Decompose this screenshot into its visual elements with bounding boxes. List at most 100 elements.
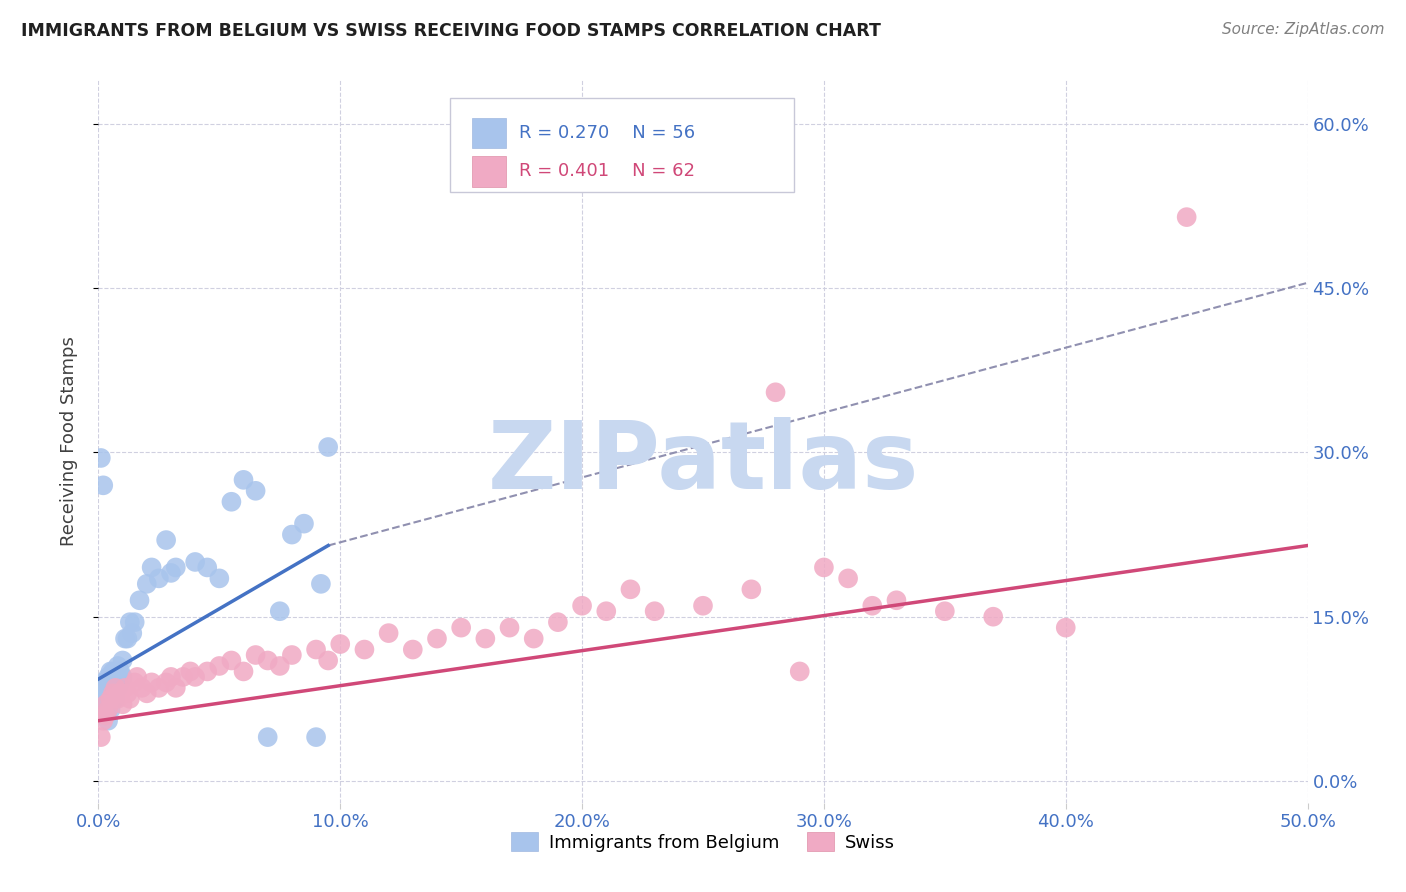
Point (305, 730, 328, 744)
Point (107, 670, 129, 684)
Point (547, 615, 569, 630)
Point (91, 478, 114, 492)
Point (179, 665, 201, 679)
Point (155, 533, 177, 547)
Point (90, 730, 112, 744)
Text: R = 0.401    N = 62: R = 0.401 N = 62 (519, 162, 695, 180)
Point (104, 681, 127, 695)
Point (100, 691, 122, 706)
Point (94, 703, 117, 717)
Point (118, 691, 141, 706)
Point (97, 714, 120, 728)
Point (450, 621, 472, 635)
Point (97, 681, 120, 695)
Point (269, 604, 291, 618)
Point (118, 615, 141, 630)
Point (131, 681, 153, 695)
Point (837, 571, 859, 585)
Point (155, 675, 177, 690)
Point (111, 653, 134, 667)
Point (121, 626, 143, 640)
Text: Source: ZipAtlas.com: Source: ZipAtlas.com (1222, 22, 1385, 37)
Point (305, 642, 328, 657)
Point (860, 599, 883, 613)
Text: ZIPatlas: ZIPatlas (488, 417, 918, 509)
Point (94, 675, 117, 690)
Point (107, 681, 129, 695)
Point (141, 560, 163, 574)
Point (208, 659, 231, 673)
Point (256, 653, 278, 667)
Point (329, 637, 352, 651)
Point (124, 675, 146, 690)
Point (765, 385, 787, 400)
Point (104, 665, 127, 679)
Point (101, 670, 124, 684)
Point (104, 670, 127, 684)
Text: IMMIGRANTS FROM BELGIUM VS SWISS RECEIVING FOOD STAMPS CORRELATION CHART: IMMIGRANTS FROM BELGIUM VS SWISS RECEIVI… (21, 22, 882, 40)
Point (108, 675, 131, 690)
Point (281, 648, 304, 662)
Point (117, 686, 139, 700)
Point (90, 450, 112, 465)
Point (402, 642, 425, 657)
Point (94, 691, 117, 706)
Point (141, 675, 163, 690)
Point (100, 686, 122, 700)
Point (104, 691, 127, 706)
Point (195, 560, 218, 574)
Point (221, 494, 243, 508)
Point (114, 632, 136, 646)
Y-axis label: Receiving Food Stamps: Receiving Food Stamps (59, 336, 77, 547)
Point (90, 686, 112, 700)
Point (111, 698, 134, 712)
Point (221, 653, 243, 667)
Point (184, 670, 207, 684)
Point (245, 483, 267, 498)
Point (1054, 621, 1077, 635)
Point (124, 615, 146, 630)
Point (1175, 210, 1198, 224)
Point (108, 686, 131, 700)
Point (172, 670, 194, 684)
Point (184, 555, 207, 569)
Point (128, 593, 150, 607)
Point (232, 473, 254, 487)
Text: R = 0.270    N = 56: R = 0.270 N = 56 (519, 124, 695, 142)
Point (94, 698, 117, 712)
Point (104, 681, 127, 695)
Point (100, 675, 122, 690)
Point (135, 577, 157, 591)
Point (97, 703, 120, 717)
Point (934, 604, 956, 618)
Point (101, 665, 124, 679)
Point (309, 577, 332, 591)
Point (232, 665, 254, 679)
Point (316, 653, 339, 667)
Point (377, 626, 399, 640)
Point (281, 527, 304, 541)
Point (165, 560, 187, 574)
Point (94, 708, 117, 723)
Point (101, 686, 124, 700)
Point (474, 632, 496, 646)
Point (523, 632, 546, 646)
Point (91, 714, 114, 728)
Point (789, 665, 811, 679)
Point (101, 686, 124, 700)
Point (135, 686, 157, 700)
Point (165, 681, 187, 695)
Point (644, 604, 666, 618)
Point (94, 686, 117, 700)
Point (498, 621, 520, 635)
Point (292, 516, 315, 531)
Point (107, 691, 129, 706)
Point (619, 582, 641, 597)
Point (316, 440, 339, 454)
Point (245, 648, 267, 662)
Point (114, 681, 136, 695)
Point (692, 599, 714, 613)
Point (117, 632, 139, 646)
Point (97, 670, 120, 684)
Point (97, 691, 120, 706)
